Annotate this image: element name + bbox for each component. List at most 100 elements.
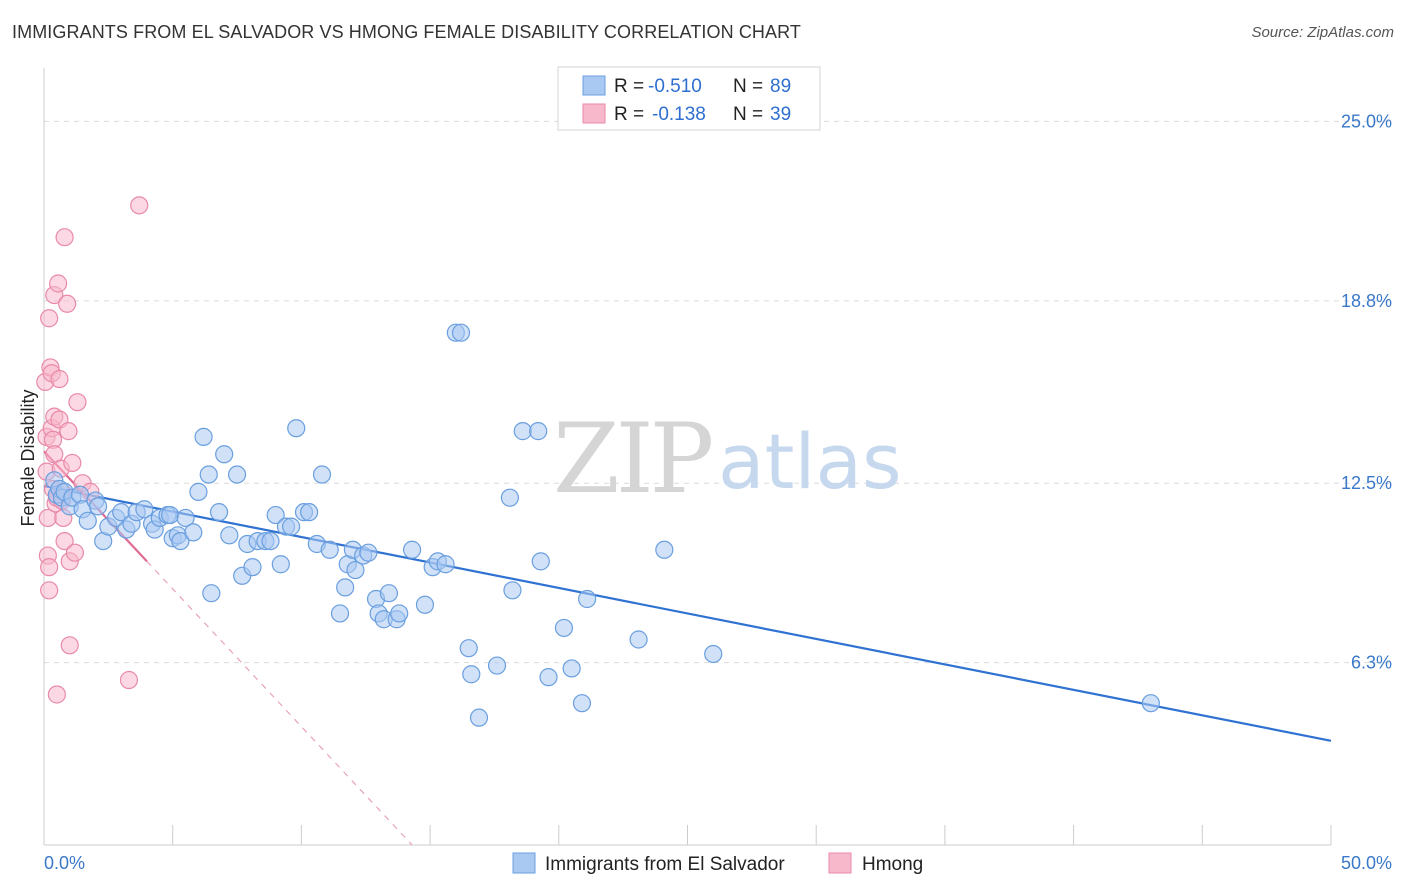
point-el-salvador <box>171 531 190 551</box>
point-el-salvador <box>78 511 97 530</box>
legend-n-value-2: 39 <box>770 104 791 125</box>
point-el-salvador <box>513 422 532 441</box>
point-el-salvador <box>539 668 558 687</box>
point-hmong <box>55 228 74 247</box>
point-hmong <box>63 453 82 473</box>
legend-r-value-1: -0.510 <box>648 76 702 97</box>
point-hmong <box>47 685 66 704</box>
legend-r-value-2: -0.138 <box>652 104 706 125</box>
point-el-salvador <box>271 555 290 574</box>
point-el-salvador <box>135 500 154 519</box>
x-tick-label-min: 0.0% <box>44 853 85 873</box>
point-hmong <box>40 558 59 577</box>
bottom-legend: Immigrants from El Salvador Hmong <box>512 852 923 875</box>
point-el-salvador <box>379 584 399 603</box>
point-el-salvador <box>402 540 422 559</box>
data-points <box>36 196 1160 727</box>
chart-source: Source: ZipAtlas.com <box>1251 24 1394 41</box>
bottom-legend-swatch-pink <box>828 852 852 874</box>
point-hmong <box>49 274 68 293</box>
point-hmong <box>59 422 78 441</box>
x-tick-label-max: 50.0% <box>1341 853 1392 873</box>
point-hmong <box>58 294 77 313</box>
point-el-salvador <box>578 589 597 609</box>
gridlines <box>44 120 1392 664</box>
point-hmong <box>55 531 74 551</box>
bottom-legend-label-blue: Immigrants from El Salvador <box>545 854 785 875</box>
y-tick-label: 12.5% <box>1341 473 1392 493</box>
point-el-salvador <box>312 465 332 484</box>
point-el-salvador <box>287 419 306 438</box>
point-el-salvador <box>531 552 550 571</box>
point-el-salvador <box>704 644 723 664</box>
watermark-atlas: atlas <box>718 417 902 506</box>
point-hmong <box>130 196 149 215</box>
point-el-salvador <box>199 465 218 484</box>
point-el-salvador <box>88 497 108 516</box>
point-hmong <box>60 636 79 655</box>
point-el-salvador <box>243 558 262 577</box>
y-tick-labels: 6.3% 12.5% 18.8% 25.0% <box>1341 111 1392 672</box>
trend-line-el-salvador <box>43 485 1332 742</box>
point-el-salvador <box>655 540 674 559</box>
point-el-salvador <box>469 708 489 727</box>
legend-swatch-blue <box>582 75 606 96</box>
legend: R = -0.510 N = 89 R = -0.138 N = 39 <box>557 66 821 131</box>
point-el-salvador <box>227 465 247 484</box>
point-hmong <box>50 369 69 389</box>
legend-r-label-2: R = <box>614 104 644 125</box>
legend-n-label-1: N = <box>733 76 763 97</box>
trend-line-hmong-extension <box>146 560 413 846</box>
point-el-salvador <box>346 560 365 580</box>
point-el-salvador <box>503 581 522 600</box>
legend-r-label-1: R = <box>614 76 644 97</box>
point-el-salvador <box>572 694 592 713</box>
point-hmong <box>68 393 87 412</box>
y-tick-label: 6.3% <box>1351 653 1392 673</box>
point-hmong <box>40 309 59 328</box>
watermark-zip: ZIP <box>553 403 712 515</box>
point-el-salvador <box>215 445 234 464</box>
point-el-salvador <box>336 578 355 597</box>
point-el-salvador <box>436 555 455 574</box>
point-el-salvador <box>1141 694 1160 713</box>
watermark: ZIP atlas <box>553 403 902 515</box>
point-hmong <box>40 581 59 600</box>
point-el-salvador <box>629 630 648 649</box>
point-el-salvador <box>161 505 180 525</box>
point-el-salvador <box>194 427 213 446</box>
legend-swatch-pink <box>582 103 606 124</box>
point-el-salvador <box>562 659 581 678</box>
point-el-salvador <box>220 526 239 545</box>
chart-title: IMMIGRANTS FROM EL SALVADOR VS HMONG FEM… <box>12 22 801 42</box>
point-el-salvador <box>282 517 301 536</box>
y-tick-label: 18.8% <box>1341 291 1392 311</box>
point-hmong <box>119 670 139 690</box>
point-el-salvador <box>184 523 203 542</box>
bottom-legend-swatch-blue <box>512 852 536 874</box>
legend-n-label-2: N = <box>733 104 763 125</box>
point-el-salvador <box>359 543 378 562</box>
point-el-salvador <box>189 482 208 501</box>
bottom-legend-label-pink: Hmong <box>862 854 923 875</box>
point-el-salvador <box>459 639 478 658</box>
point-el-salvador <box>451 323 471 342</box>
point-el-salvador <box>330 604 350 623</box>
point-el-salvador <box>202 584 221 603</box>
point-el-salvador <box>500 488 519 507</box>
point-el-salvador <box>462 665 481 684</box>
point-el-salvador <box>487 656 507 675</box>
point-el-salvador <box>261 531 280 551</box>
point-el-salvador <box>554 618 574 638</box>
point-el-salvador <box>300 503 319 522</box>
y-tick-label: 25.0% <box>1341 111 1392 131</box>
point-el-salvador <box>415 595 435 614</box>
point-el-salvador <box>209 503 229 522</box>
point-hmong <box>65 543 84 562</box>
point-el-salvador <box>320 540 339 559</box>
axes <box>43 68 1332 846</box>
legend-n-value-1: 89 <box>770 76 791 97</box>
point-el-salvador <box>390 604 409 623</box>
point-el-salvador <box>266 505 285 525</box>
